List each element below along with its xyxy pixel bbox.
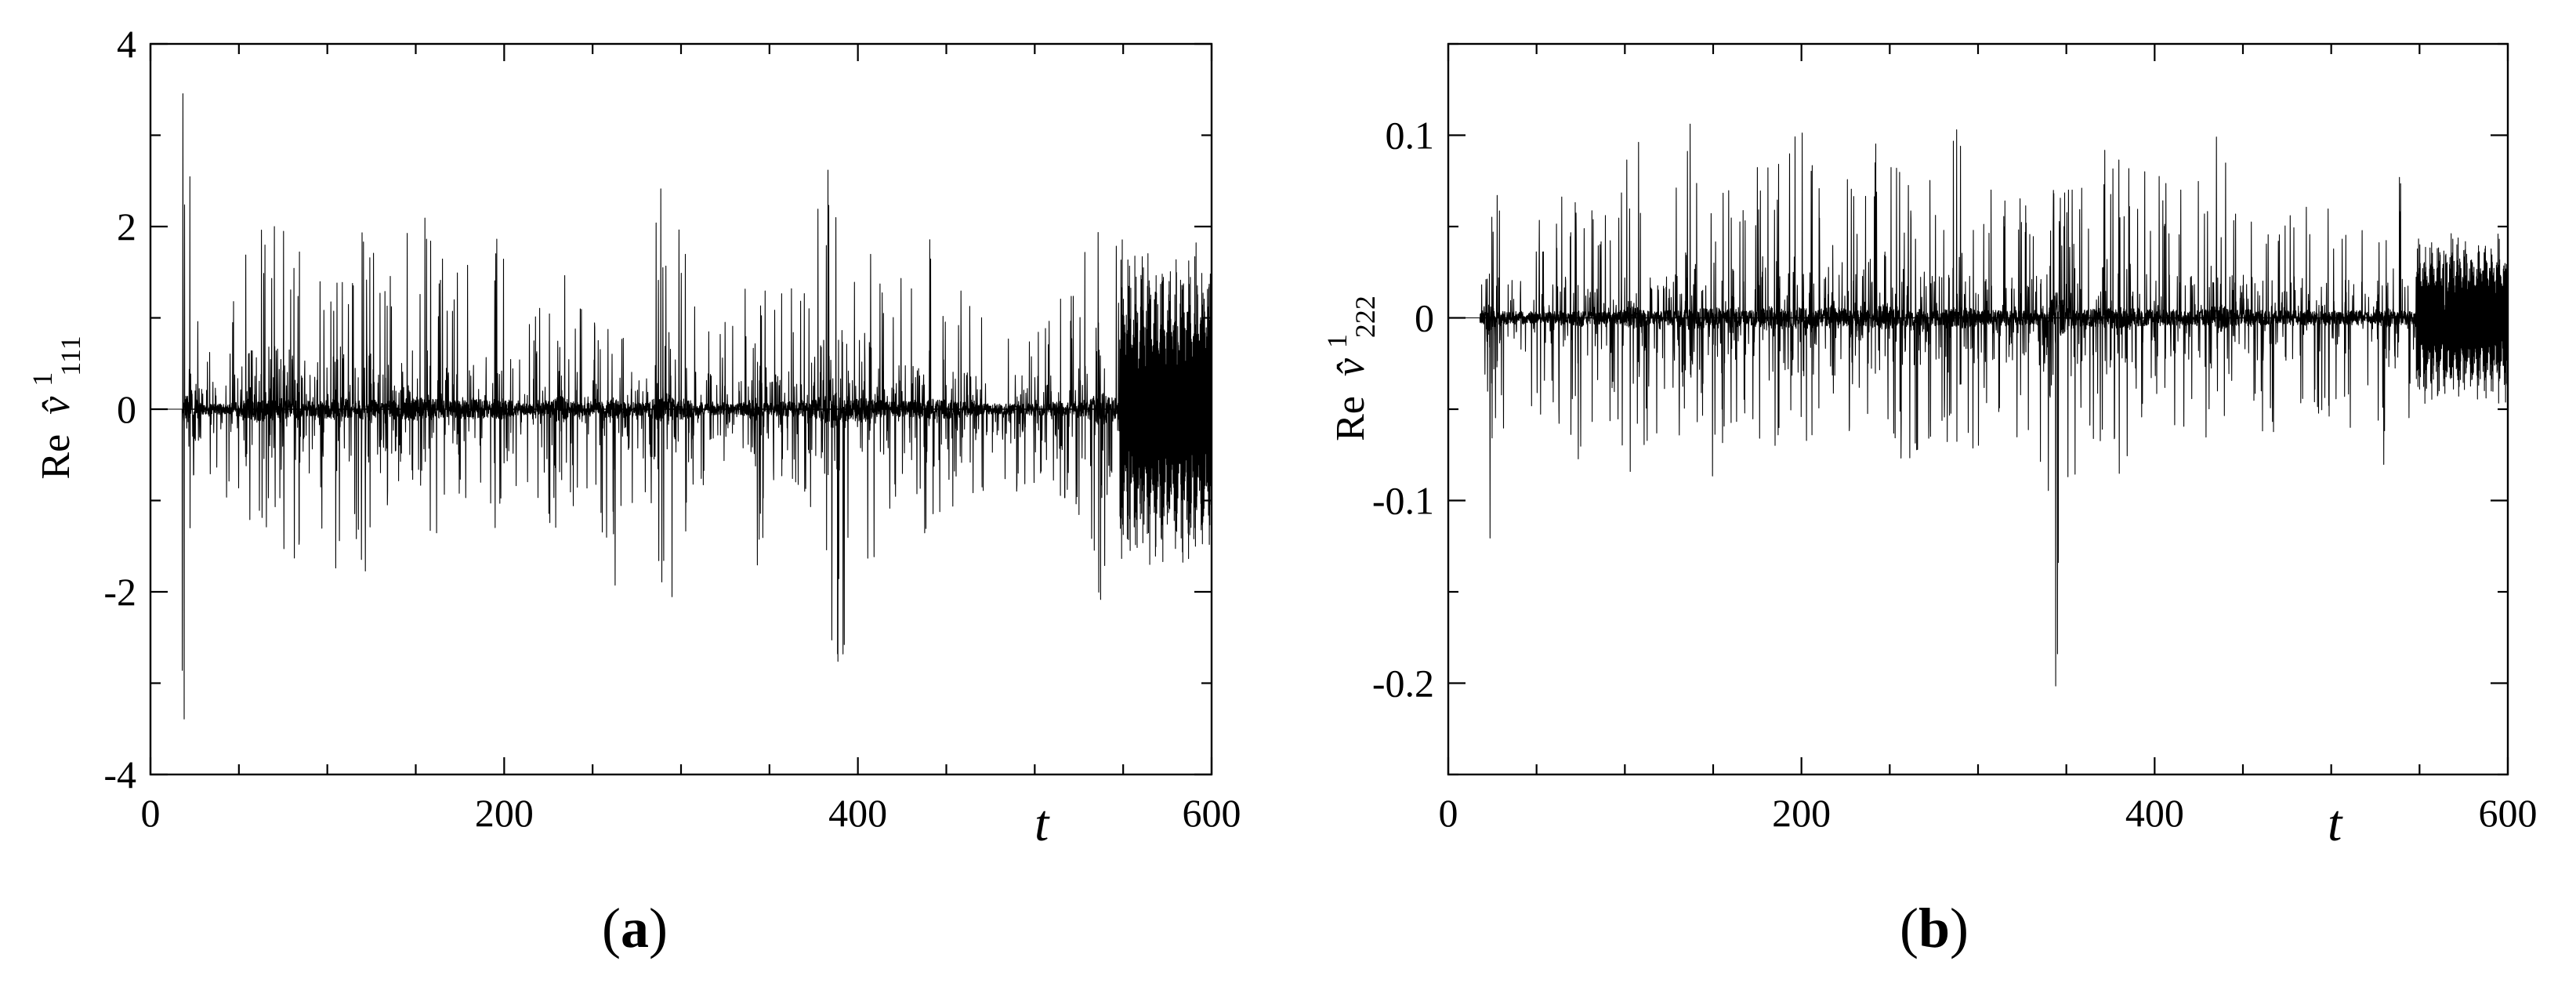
x-tick-label-b-3: 600 <box>2479 791 2538 835</box>
y-axis-label-a-prefix: Re <box>34 434 78 480</box>
series-line-a <box>150 93 1212 720</box>
x-tick-label-b-1: 200 <box>1772 791 1831 835</box>
y-axis-label-b-prefix: Re <box>1328 396 1373 441</box>
y-axis-label-a-symbol: v̂ <box>34 396 78 415</box>
y-tick-label-a-3: 2 <box>117 205 136 248</box>
panel-label-b: (b) <box>1900 897 1969 959</box>
panel-label-a-open: ( <box>602 897 621 959</box>
x-axis-label-b: t <box>2328 795 2343 852</box>
x-tick-label-a-0: 0 <box>141 791 161 835</box>
panel-label-b-close: ) <box>1950 897 1969 959</box>
x-tick-label-a-3: 600 <box>1183 791 1241 835</box>
x-tick-label-b-0: 0 <box>1439 791 1458 835</box>
panel-label-a-letter: a <box>621 897 649 959</box>
x-tick-label-b-2: 400 <box>2125 791 2184 835</box>
chart-panel-a: 0 200 400 600 -4 -2 0 2 4 t Re v̂ 1 111 (a) <box>16 22 1241 959</box>
y-axis-label-b-subscript: 222 <box>1350 296 1381 338</box>
y-axis-label-a-subscript: 111 <box>55 336 86 375</box>
y-tick-label-a-1: -2 <box>103 570 136 614</box>
y-axis-label-a: Re v̂ 1 111 <box>16 336 86 479</box>
chart-panel-b: 0 200 400 600 -0.2 -0.1 0 0.1 t Re v̂ 1 222 (b) <box>1311 42 2538 959</box>
x-axis-label-a: t <box>1034 795 1050 852</box>
panel-label-a-close: ) <box>649 897 668 959</box>
x-tick-label-a-2: 400 <box>828 791 887 835</box>
y-axis-label-b-symbol: v̂ <box>1328 357 1373 376</box>
y-tick-label-b-0: -0.2 <box>1372 662 1434 706</box>
signal-trace-b <box>1447 123 2509 687</box>
signal-trace-a <box>150 93 1212 720</box>
y-tick-label-a-2: 0 <box>117 387 136 431</box>
ticks-b: 0 200 400 600 -0.2 -0.1 0 0.1 <box>1372 42 2538 835</box>
y-tick-label-b-2: 0 <box>1415 296 1434 340</box>
panel-label-b-letter: b <box>1918 897 1950 959</box>
y-axis-label-b-superscript: 1 <box>1321 334 1353 348</box>
series-line-b <box>1447 123 2509 687</box>
y-tick-label-a-4: 4 <box>117 22 136 66</box>
panel-label-a: (a) <box>602 897 668 959</box>
y-tick-label-a-0: -4 <box>103 753 136 796</box>
ticks-a: 0 200 400 600 -4 -2 0 2 4 <box>103 22 1241 835</box>
y-tick-label-b-3: 0.1 <box>1386 114 1435 158</box>
x-tick-label-a-1: 200 <box>475 791 534 835</box>
y-tick-label-b-1: -0.1 <box>1372 479 1434 523</box>
panel-label-b-open: ( <box>1900 897 1918 959</box>
y-axis-label-a-superscript: 1 <box>27 372 58 386</box>
y-axis-label-b: Re v̂ 1 222 <box>1311 296 1381 441</box>
